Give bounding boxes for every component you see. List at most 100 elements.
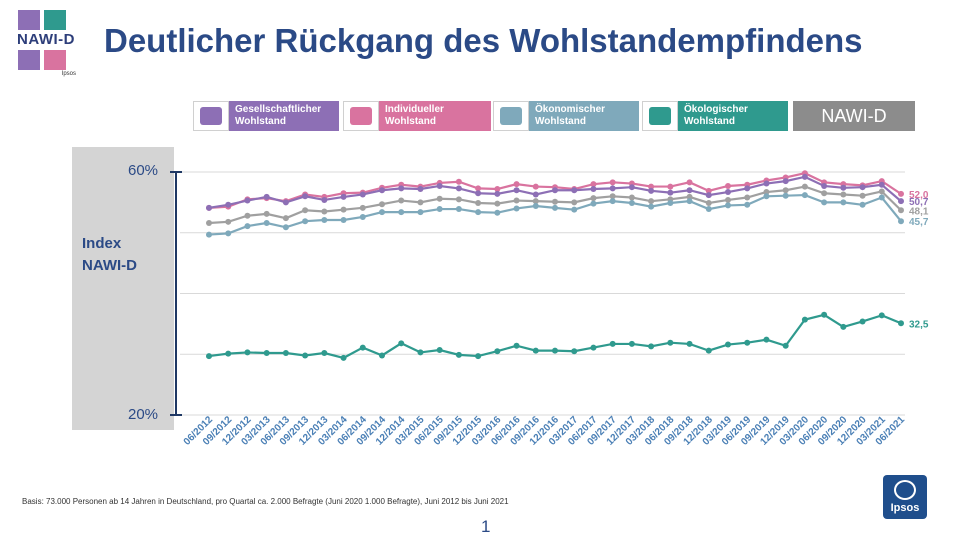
data-point [628,184,635,191]
data-point [609,185,616,192]
data-point [821,190,828,197]
data-point [667,183,674,190]
data-point [763,180,770,187]
data-point [821,199,828,206]
ipsos-wordmark: Ipsos [890,502,920,514]
data-point [590,344,597,351]
data-point [898,320,904,327]
data-point [648,183,655,190]
data-point [359,213,366,220]
data-point [225,218,232,225]
data-point [532,191,539,198]
data-point [859,192,866,199]
data-point [455,178,462,185]
data-point [878,194,885,201]
data-point [667,199,674,206]
data-point [532,198,539,205]
data-point [379,201,385,208]
data-point [398,197,405,204]
nawi-d-logo: NAWI-D Ipsos [14,10,78,80]
data-point [417,186,424,193]
data-point [821,182,828,189]
data-point [340,193,347,200]
data-point [513,181,520,188]
page-number: 1 [481,517,491,536]
data-point [379,187,385,194]
data-point [821,311,828,318]
data-point [379,209,385,216]
data-point [282,215,289,222]
data-point [417,199,424,206]
data-point [282,350,289,357]
y-axis-title: Index NAWI-D [82,233,137,277]
data-point [494,200,501,207]
data-point [532,347,539,354]
data-point [263,193,270,200]
data-point [609,193,616,200]
data-point [878,181,885,188]
data-point [667,339,674,346]
data-point [302,218,309,225]
data-point [628,340,635,347]
data-point [648,187,655,194]
data-point [898,198,904,205]
data-point [898,218,904,225]
data-point [225,350,232,357]
data-point [436,206,443,213]
data-point [263,210,270,217]
y-axis-top-label: 60% [128,162,159,179]
data-point [686,187,693,194]
data-point [282,199,289,206]
data-point [340,206,347,213]
data-point [225,230,232,237]
data-point [513,187,520,194]
data-point [455,185,462,192]
data-point [475,209,482,216]
data-point [590,181,597,188]
legend-label-line1: Ökonomischer [535,104,606,115]
data-point [840,191,847,198]
data-point [840,199,847,206]
data-point [744,185,751,192]
legend-item-oekonomisch: Ökonomischer Wohlstand [493,101,639,131]
data-point [763,336,770,343]
data-point [455,206,462,213]
data-point [878,312,885,319]
data-point [359,344,366,351]
data-point [628,199,635,206]
data-point [782,178,789,185]
data-point [340,216,347,223]
data-point [571,199,578,206]
data-point [379,352,385,359]
end-label-1: 50,7 [909,197,929,208]
data-point [571,187,578,194]
data-point [878,188,885,195]
data-point [302,207,309,214]
data-point [590,195,597,202]
data-point [244,197,251,204]
data-point [609,340,616,347]
data-point [725,341,731,348]
data-point [417,349,424,356]
logo-sub: Ipsos [61,71,76,77]
data-point [302,193,309,200]
data-point [552,347,558,354]
end-label-3: 45,7 [909,217,929,228]
logo-people-icon [18,10,40,30]
end-label-0: 52,0 [909,190,929,201]
end-label-2: 48,1 [909,206,929,217]
basis-note: Basis: 73.000 Personen ab 14 Jahren in D… [22,497,509,506]
data-point [763,189,770,196]
data-point [244,212,251,219]
data-point [801,173,808,180]
data-point [244,349,251,356]
data-point [725,182,731,189]
data-point [263,350,270,357]
data-point [206,220,212,227]
ipsos-logo: Ipsos [883,475,927,519]
data-point [340,354,347,361]
data-point [648,198,655,205]
data-point [686,193,693,200]
data-point [590,186,597,193]
data-point [609,198,616,205]
